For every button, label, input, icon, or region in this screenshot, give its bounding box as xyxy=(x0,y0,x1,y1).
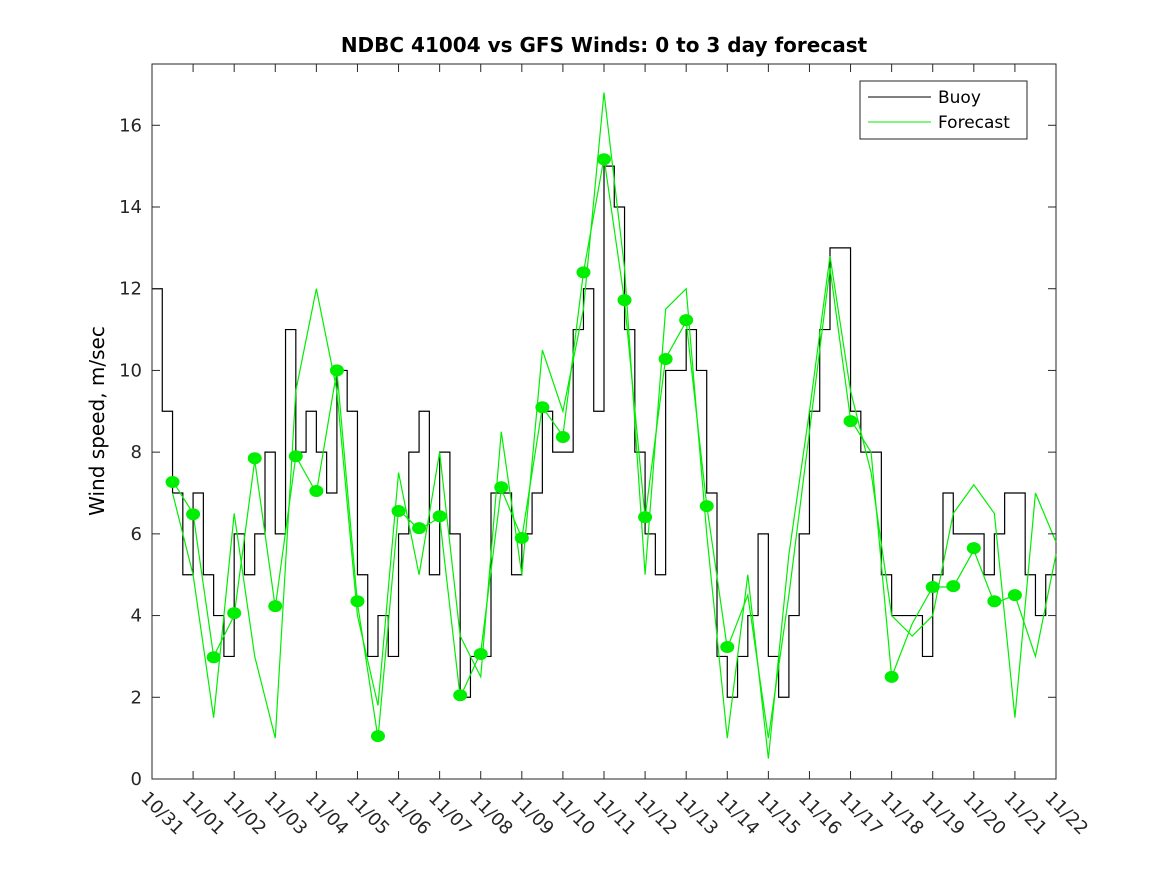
x-tick-label: 11/15 xyxy=(753,788,805,840)
analysis-point xyxy=(350,595,365,608)
y-tick-label: 12 xyxy=(119,279,142,300)
x-tick-label: 11/21 xyxy=(999,788,1051,840)
analysis-point xyxy=(699,500,714,513)
analysis-point xyxy=(576,266,591,279)
analysis-point xyxy=(371,730,385,743)
legend: Buoy Forecast xyxy=(859,80,1028,140)
analysis-point xyxy=(966,542,981,555)
x-tick-label: 11/19 xyxy=(917,788,969,840)
analysis-point xyxy=(494,481,509,494)
analysis-point xyxy=(473,647,488,660)
analysis-point xyxy=(432,510,447,523)
y-tick-label: 6 xyxy=(131,524,142,545)
x-tick-label: 11/11 xyxy=(588,788,640,840)
x-tick-label: 11/06 xyxy=(383,788,435,840)
analysis-point xyxy=(329,364,344,377)
legend-buoy-label: Buoy xyxy=(938,88,981,108)
legend-forecast-label: Forecast xyxy=(938,113,1010,133)
analysis-point xyxy=(391,504,406,517)
x-tick-label: 11/12 xyxy=(630,788,682,840)
analysis-point xyxy=(597,153,611,166)
x-tick-label: 11/17 xyxy=(835,788,887,840)
analysis-point xyxy=(206,651,221,664)
analysis-point xyxy=(268,600,283,613)
y-tick-label: 16 xyxy=(119,115,142,136)
x-tick-label: 11/05 xyxy=(342,788,394,840)
analysis-point xyxy=(987,595,1002,608)
y-tick-label: 4 xyxy=(131,606,142,627)
analysis-point xyxy=(843,415,858,428)
x-tick-label: 11/18 xyxy=(876,788,928,840)
analysis-point xyxy=(165,475,180,488)
plot-area xyxy=(151,63,1057,780)
analysis-point xyxy=(720,641,735,654)
forecast-line-2 xyxy=(171,92,1057,759)
analysis-point xyxy=(412,522,427,535)
analysis-point xyxy=(535,401,550,414)
y-tick-labels: 0 2 4 6 8 10 12 14 16 xyxy=(119,115,142,790)
x-tick-label: 11/14 xyxy=(712,788,764,840)
x-tick-label: 11/02 xyxy=(219,788,271,840)
chart-title: NDBC 41004 vs GFS Winds: 0 to 3 day fore… xyxy=(341,33,868,57)
x-tick-label: 10/31 xyxy=(136,788,188,840)
analysis-point xyxy=(555,431,570,444)
analysis-point xyxy=(247,452,262,465)
x-tick-label: 11/13 xyxy=(671,788,723,840)
x-tick-label: 11/04 xyxy=(301,788,353,840)
analysis-point xyxy=(309,484,324,497)
y-tick-label: 14 xyxy=(119,197,142,218)
x-tick-label: 11/16 xyxy=(794,788,846,840)
analysis-point xyxy=(679,314,694,327)
x-tick-label: 11/08 xyxy=(465,788,517,840)
analysis-point xyxy=(925,580,940,593)
x-tick-label: 11/22 xyxy=(1040,788,1092,840)
y-tick-label: 10 xyxy=(119,360,142,381)
analysis-point xyxy=(227,607,242,620)
buoy-line xyxy=(152,165,1056,698)
analysis-point xyxy=(617,294,632,307)
analysis-point xyxy=(946,580,961,593)
x-tick-label: 11/01 xyxy=(178,788,230,840)
x-tick-labels: 10/3111/0111/0211/0311/0411/0511/0611/07… xyxy=(136,788,1092,840)
x-tick-label: 11/09 xyxy=(506,788,558,840)
analysis-point xyxy=(1007,589,1022,602)
analysis-point xyxy=(658,352,673,365)
analysis-point xyxy=(638,511,653,524)
x-tick-label: 11/10 xyxy=(547,788,599,840)
analysis-point xyxy=(453,689,468,702)
analysis-point xyxy=(514,531,529,544)
analysis-point xyxy=(288,450,303,463)
y-tick-label: 2 xyxy=(131,687,142,708)
x-tick-label: 11/03 xyxy=(260,788,312,840)
y-tick-label: 0 xyxy=(131,769,142,790)
analysis-point xyxy=(186,508,201,521)
analysis-point xyxy=(884,670,899,683)
y-axis-label: Wind speed, m/sec xyxy=(85,326,109,516)
x-tick-label: 11/07 xyxy=(424,788,476,840)
y-tick-label: 8 xyxy=(131,442,142,463)
x-tick-label: 11/20 xyxy=(958,788,1010,840)
